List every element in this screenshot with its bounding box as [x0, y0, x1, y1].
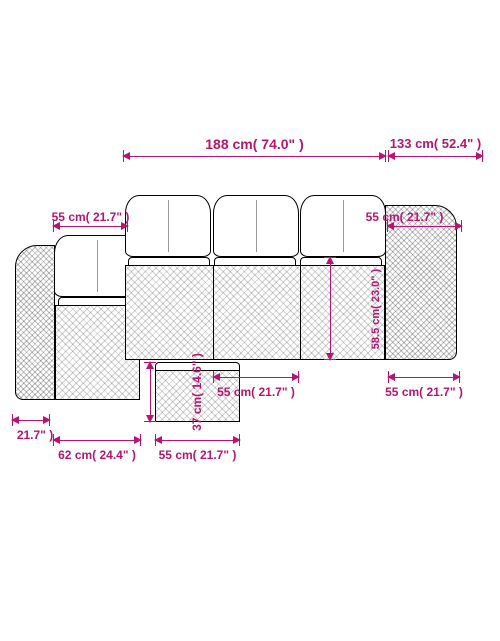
dim-arm-width-label: 55 cm( 21.7" ) [385, 385, 463, 399]
dim-top-depth-label: 133 cm( 52.4" ) [390, 136, 481, 151]
sofa-cushion-2 [213, 195, 299, 257]
dim-ottoman-width-label: 55 cm( 21.7" ) [159, 448, 237, 462]
dim-chair-total-width-label: 62 cm( 24.4" ) [58, 448, 136, 462]
dim-sofa-height-label: 58.5 cm( 23.0" ) [370, 268, 382, 348]
dim-top-width-label: 188 cm( 74.0" ) [205, 136, 303, 152]
sofa-divider-1 [213, 265, 214, 360]
dim-sofa-back-depth-label: 55 cm( 21.7" ) [366, 210, 444, 224]
chair-left-arm [15, 245, 55, 400]
sofa-divider-2 [300, 265, 301, 360]
sofa-right-arm [385, 205, 457, 360]
sofa-cushion-3 [300, 195, 386, 257]
dim-chair-depth-label: 55 cm( 21.7" ) [52, 210, 130, 224]
sofa-cushion-1 [125, 195, 211, 257]
sofa-base [125, 265, 385, 360]
dim-ottoman-height-label: 37 cm( 14.6" ) [190, 353, 204, 431]
dim-chair-arm-width-label: 21.7" ) [17, 428, 53, 442]
diagram-stage: { "type": "dimensioned-product-diagram",… [0, 0, 500, 641]
dim-segment-width-label: 55 cm( 21.7" ) [217, 385, 295, 399]
